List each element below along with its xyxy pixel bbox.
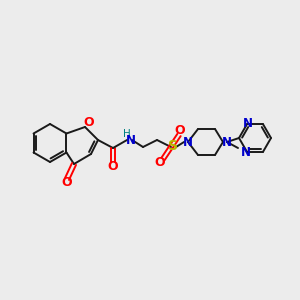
- Text: O: O: [108, 160, 118, 172]
- Text: N: N: [222, 136, 232, 148]
- Text: O: O: [175, 124, 185, 137]
- Text: N: N: [183, 136, 193, 148]
- Text: H: H: [123, 129, 131, 139]
- Text: N: N: [241, 146, 251, 159]
- Text: O: O: [62, 176, 72, 190]
- Text: O: O: [84, 116, 94, 128]
- Text: N: N: [243, 117, 253, 130]
- Text: N: N: [126, 134, 136, 146]
- Text: O: O: [155, 157, 165, 169]
- Text: S: S: [168, 139, 178, 153]
